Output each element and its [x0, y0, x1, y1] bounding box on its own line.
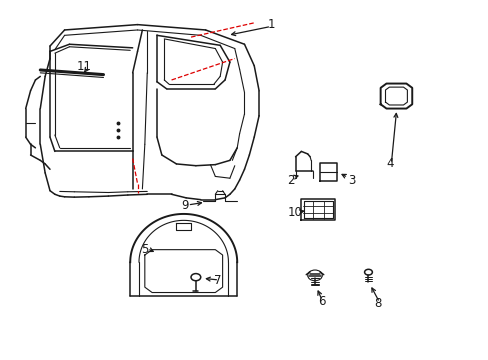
Text: 7: 7: [214, 274, 221, 287]
Text: 10: 10: [287, 206, 302, 219]
Text: 8: 8: [374, 297, 381, 310]
Text: 3: 3: [347, 174, 354, 186]
Text: 2: 2: [286, 174, 294, 186]
Text: 11: 11: [77, 60, 91, 73]
Text: 4: 4: [386, 157, 393, 170]
Text: 5: 5: [141, 243, 148, 256]
Text: 9: 9: [181, 199, 188, 212]
Text: 6: 6: [318, 295, 325, 308]
Text: 1: 1: [267, 18, 274, 31]
